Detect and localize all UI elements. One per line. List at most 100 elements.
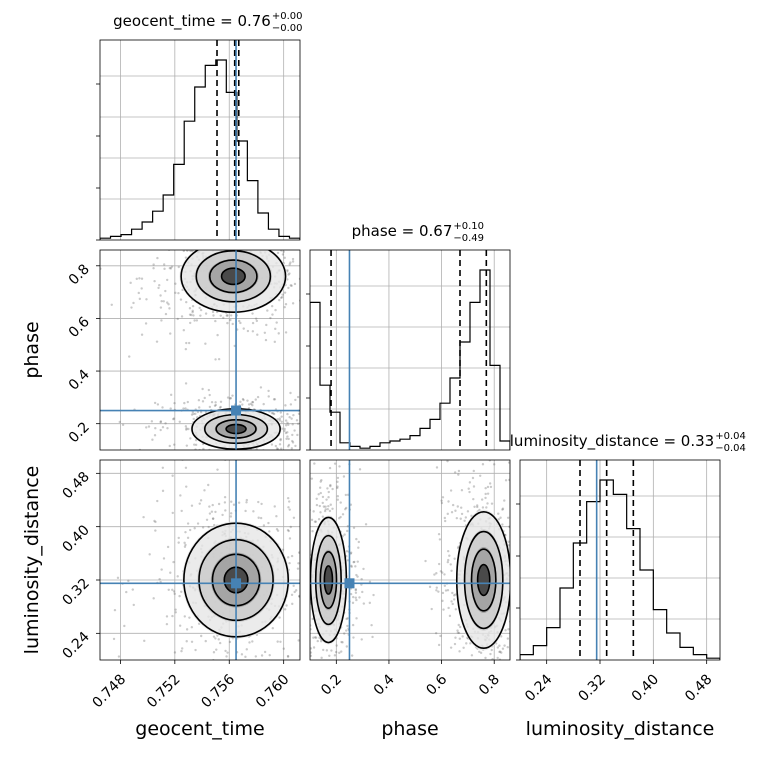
sample-point bbox=[272, 412, 275, 415]
sample-point bbox=[361, 594, 363, 596]
sample-point bbox=[193, 685, 195, 687]
sample-point bbox=[441, 599, 444, 603]
sample-point bbox=[199, 499, 203, 502]
sample-point bbox=[286, 431, 289, 434]
sample-point bbox=[286, 496, 290, 500]
sample-point bbox=[561, 639, 563, 641]
sample-point bbox=[302, 596, 304, 598]
sample-point bbox=[511, 587, 513, 589]
sample-point bbox=[304, 556, 306, 558]
sample-point bbox=[484, 486, 487, 490]
sample-point bbox=[309, 672, 311, 674]
sample-point bbox=[231, 322, 234, 326]
sample-point bbox=[163, 267, 166, 271]
sample-point bbox=[446, 560, 450, 564]
sample-point bbox=[287, 443, 291, 447]
sample-point bbox=[169, 571, 172, 574]
sample-point bbox=[499, 670, 501, 672]
sample-point bbox=[498, 644, 501, 647]
sample-point bbox=[311, 488, 313, 490]
sample-point bbox=[262, 524, 266, 527]
sample-point bbox=[310, 628, 312, 631]
sample-point bbox=[207, 483, 210, 487]
sample-point bbox=[162, 263, 166, 266]
sample-point bbox=[512, 608, 514, 610]
sample-point bbox=[174, 611, 177, 614]
sample-point bbox=[266, 455, 268, 457]
contour-line bbox=[208, 259, 258, 294]
sample-point bbox=[270, 304, 274, 308]
sample-point bbox=[278, 417, 281, 420]
sample-point bbox=[186, 522, 190, 525]
sample-point bbox=[454, 636, 457, 639]
sample-point bbox=[475, 662, 477, 664]
sample-point bbox=[127, 579, 130, 583]
sample-point bbox=[501, 647, 505, 650]
sample-point bbox=[301, 230, 303, 232]
sample-point bbox=[486, 502, 489, 505]
sample-point bbox=[435, 572, 438, 575]
sample-point bbox=[452, 594, 456, 597]
sample-point bbox=[302, 575, 304, 577]
sample-point bbox=[283, 305, 286, 309]
sample-point bbox=[177, 265, 180, 269]
sample-point bbox=[364, 523, 368, 526]
sample-point bbox=[286, 654, 290, 658]
sample-point bbox=[437, 532, 441, 536]
sample-point bbox=[354, 565, 357, 568]
sample-point bbox=[259, 680, 261, 682]
sample-point bbox=[130, 306, 133, 309]
sample-point bbox=[279, 296, 283, 299]
sample-point bbox=[187, 451, 189, 453]
sample-point bbox=[174, 608, 177, 611]
sample-point bbox=[245, 648, 248, 651]
sample-point bbox=[249, 464, 251, 466]
sample-point bbox=[349, 592, 353, 596]
sample-point bbox=[309, 243, 311, 245]
sample-point bbox=[156, 499, 159, 503]
x-tick-label: 0.4 bbox=[371, 671, 398, 698]
sample-point bbox=[322, 505, 326, 508]
sample-point bbox=[319, 480, 322, 483]
sample-point bbox=[178, 624, 182, 627]
sample-point bbox=[360, 615, 362, 617]
sample-point bbox=[320, 479, 323, 482]
sample-point bbox=[180, 451, 182, 453]
sample-point bbox=[286, 269, 289, 272]
sample-point bbox=[292, 584, 295, 588]
sample-point bbox=[463, 519, 466, 522]
sample-point bbox=[491, 657, 494, 660]
sample-point bbox=[265, 323, 268, 327]
sample-point bbox=[189, 321, 192, 325]
sample-point bbox=[513, 595, 515, 597]
sample-point bbox=[440, 501, 444, 505]
sample-point bbox=[151, 438, 154, 441]
sample-point bbox=[345, 629, 348, 632]
sample-point bbox=[289, 403, 293, 406]
sample-point bbox=[161, 426, 165, 429]
sample-point bbox=[442, 608, 445, 611]
sample-point bbox=[217, 638, 220, 641]
sample-point bbox=[476, 678, 478, 680]
contour-line bbox=[180, 250, 287, 313]
sample-point bbox=[282, 647, 285, 650]
sample-point bbox=[328, 654, 331, 658]
sample-point bbox=[195, 319, 199, 322]
sample-point bbox=[284, 419, 288, 422]
histogram-phase bbox=[310, 269, 510, 450]
sample-point bbox=[305, 637, 307, 639]
sample-point bbox=[188, 313, 192, 316]
sample-point bbox=[504, 479, 508, 482]
sample-point bbox=[346, 525, 350, 528]
sample-point bbox=[458, 637, 462, 640]
sample-point bbox=[473, 505, 476, 509]
sample-point bbox=[229, 397, 233, 400]
sample-point bbox=[275, 514, 278, 518]
sample-point bbox=[162, 240, 164, 242]
sample-point bbox=[468, 481, 472, 484]
hist-panel-geocent_time: geocent_time = 0.76 +0.00−0.00 bbox=[96, 11, 303, 241]
sample-point bbox=[248, 641, 251, 644]
sample-point bbox=[185, 485, 188, 488]
title-luminosity_distance: luminosity_distance = 0.33 bbox=[510, 432, 714, 451]
sample-point bbox=[304, 525, 306, 527]
